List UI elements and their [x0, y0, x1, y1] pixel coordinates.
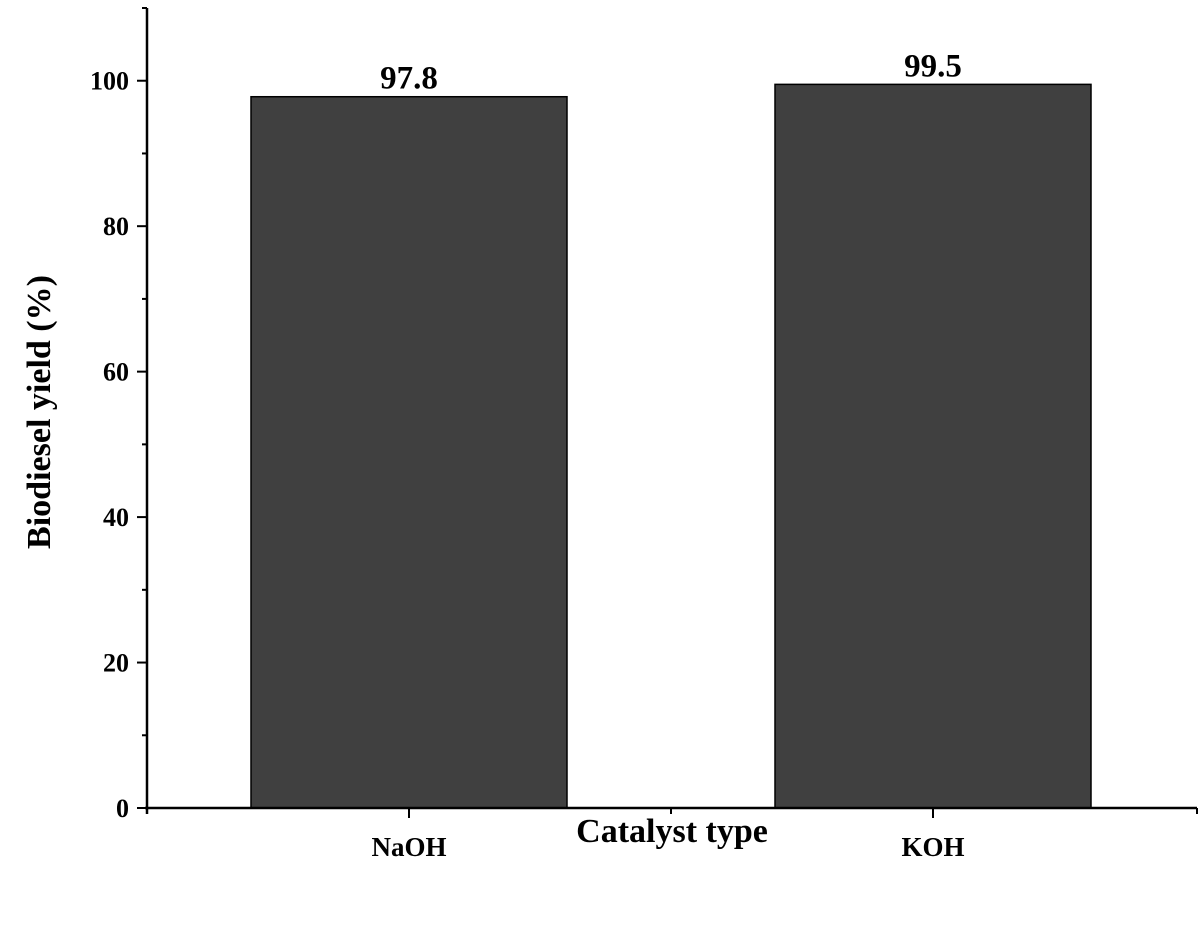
y-axis-title: Biodiesel yield (%) [21, 275, 58, 549]
data-label-koh: 99.5 [904, 48, 962, 84]
x-axis-title: Catalyst type [576, 813, 768, 850]
y-tick-label: 20 [103, 649, 129, 678]
x-tick-label-koh: KOH [901, 832, 964, 862]
y-tick-label: 0 [116, 794, 129, 823]
y-tick-label: 60 [103, 358, 129, 387]
bar-naoh [250, 95, 568, 809]
y-tick-label: 80 [103, 212, 129, 241]
x-tick-label-naoh: NaOH [371, 832, 446, 862]
y-tick-label: 100 [90, 67, 129, 96]
data-label-naoh: 97.8 [380, 61, 438, 97]
bar-koh [774, 83, 1092, 809]
plot-area: 97.8 99.5 0 20 40 60 80 100 NaOH KOH [90, 7, 1198, 862]
y-tick-label: 40 [103, 503, 129, 532]
